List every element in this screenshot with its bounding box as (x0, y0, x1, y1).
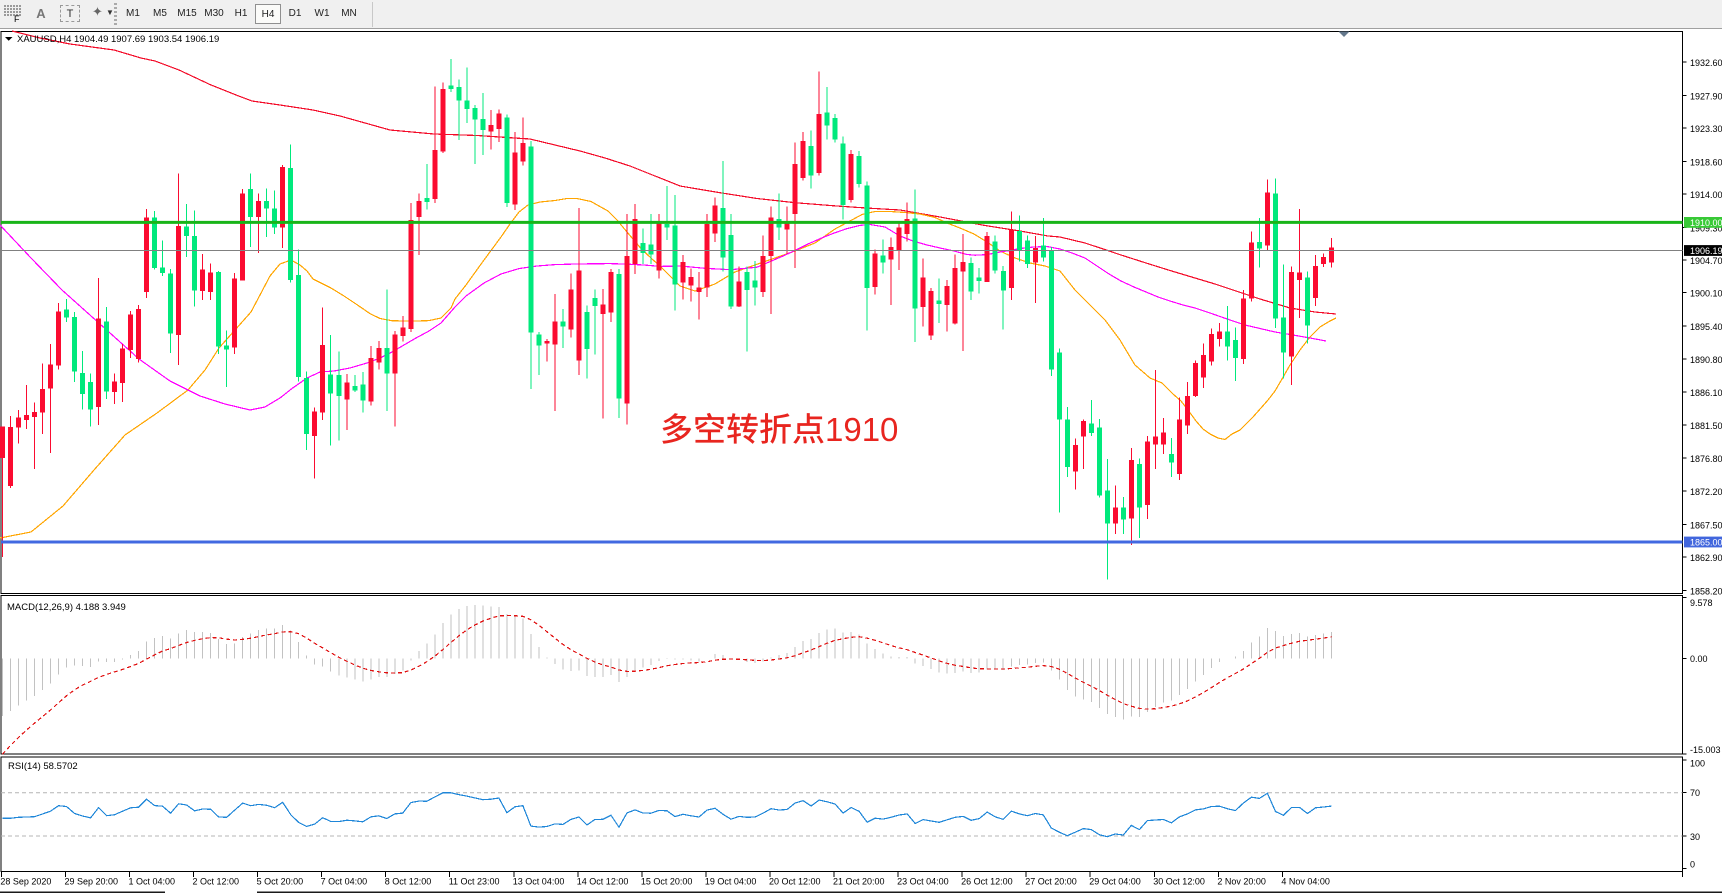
svg-text:1914.00: 1914.00 (1690, 190, 1722, 200)
svg-text:1900.10: 1900.10 (1690, 289, 1722, 299)
svg-text:0.00: 0.00 (1690, 654, 1708, 664)
svg-text:13 Oct 04:00: 13 Oct 04:00 (513, 877, 565, 887)
svg-text:1927.90: 1927.90 (1690, 91, 1722, 101)
svg-text:29 Oct 04:00: 29 Oct 04:00 (1089, 877, 1141, 887)
svg-text:1876.80: 1876.80 (1690, 454, 1722, 464)
svg-text:XAUUSD,H4 1904.49 1907.69 190: XAUUSD,H4 1904.49 1907.69 1903.54 1906.1… (17, 34, 219, 45)
svg-text:F: F (14, 14, 20, 23)
svg-text:1858.20: 1858.20 (1690, 586, 1722, 596)
svg-text:0: 0 (1690, 859, 1695, 869)
svg-text:8 Oct 12:00: 8 Oct 12:00 (385, 877, 432, 887)
svg-text:1918.60: 1918.60 (1690, 157, 1722, 167)
svg-text:1906.19: 1906.19 (1690, 246, 1722, 256)
svg-text:1904.70: 1904.70 (1690, 256, 1722, 266)
svg-text:1862.90: 1862.90 (1690, 553, 1722, 563)
svg-text:15 Oct 20:00: 15 Oct 20:00 (641, 877, 693, 887)
svg-text:1895.40: 1895.40 (1690, 322, 1722, 332)
svg-text:MACD(12,26,9) 4.188 3.949: MACD(12,26,9) 4.188 3.949 (7, 602, 126, 613)
svg-text:30: 30 (1690, 832, 1700, 842)
svg-text:RSI(14) 58.5702: RSI(14) 58.5702 (8, 761, 78, 772)
svg-text:19 Oct 04:00: 19 Oct 04:00 (705, 877, 757, 887)
svg-text:1 Oct 04:00: 1 Oct 04:00 (129, 877, 176, 887)
svg-text:100: 100 (1690, 759, 1705, 769)
svg-text:1932.60: 1932.60 (1690, 58, 1722, 68)
svg-text:28 Sep 2020: 28 Sep 2020 (0, 877, 51, 887)
svg-text:11 Oct 23:00: 11 Oct 23:00 (449, 877, 500, 887)
svg-text:27 Oct 20:00: 27 Oct 20:00 (1025, 877, 1077, 887)
svg-text:23 Oct 04:00: 23 Oct 04:00 (897, 877, 949, 887)
svg-text:1881.50: 1881.50 (1690, 421, 1722, 431)
svg-text:1910: 1910 (825, 411, 898, 448)
svg-text:9.578: 9.578 (1690, 598, 1713, 608)
svg-text:2 Oct 12:00: 2 Oct 12:00 (193, 877, 240, 887)
svg-text:20 Oct 12:00: 20 Oct 12:00 (769, 877, 821, 887)
svg-text:1909.30: 1909.30 (1690, 223, 1722, 233)
svg-text:2 Nov 20:00: 2 Nov 20:00 (1217, 877, 1266, 887)
svg-text:1867.50: 1867.50 (1690, 520, 1722, 530)
svg-text:1865.00: 1865.00 (1690, 538, 1722, 548)
svg-text:29 Sep 20:00: 29 Sep 20:00 (65, 877, 119, 887)
svg-text:14 Oct 12:00: 14 Oct 12:00 (577, 877, 629, 887)
svg-text:5 Oct 20:00: 5 Oct 20:00 (257, 877, 304, 887)
svg-text:21 Oct 20:00: 21 Oct 20:00 (833, 877, 885, 887)
svg-text:1923.30: 1923.30 (1690, 124, 1722, 134)
svg-text:26 Oct 12:00: 26 Oct 12:00 (961, 877, 1013, 887)
svg-text:1890.80: 1890.80 (1690, 355, 1722, 365)
svg-text:7 Oct 04:00: 7 Oct 04:00 (321, 877, 368, 887)
svg-text:30 Oct 12:00: 30 Oct 12:00 (1153, 877, 1205, 887)
svg-text:1886.10: 1886.10 (1690, 388, 1722, 398)
svg-text:1910.00: 1910.00 (1690, 218, 1722, 228)
svg-text:1872.20: 1872.20 (1690, 487, 1722, 497)
svg-text:-15.003: -15.003 (1690, 745, 1721, 755)
svg-text:70: 70 (1690, 788, 1700, 798)
svg-text:4 Nov 04:00: 4 Nov 04:00 (1281, 877, 1330, 887)
